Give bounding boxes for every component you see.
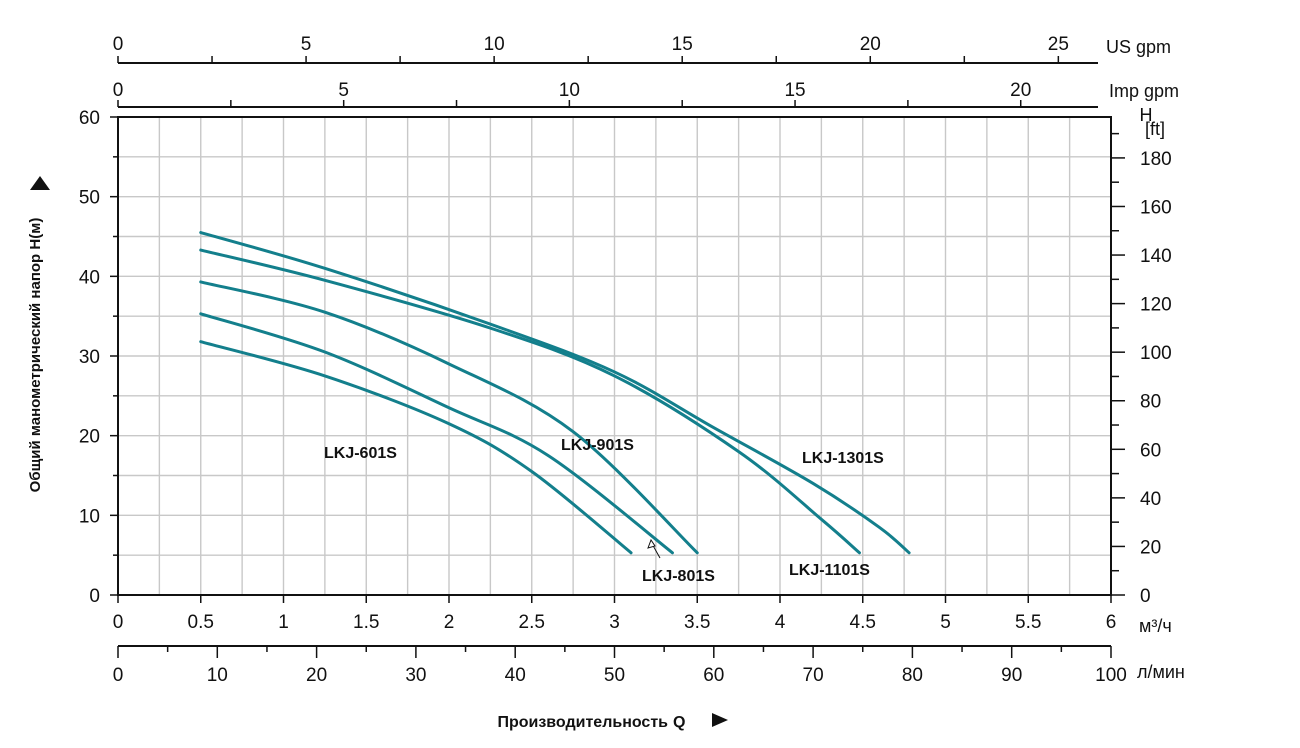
- y-m-tick-label: 10: [79, 506, 100, 527]
- x-m3h-tick-label: 4.5: [850, 612, 876, 633]
- y-m-tick-label: 50: [79, 188, 100, 209]
- y-ft-tick-label: 160: [1140, 197, 1172, 218]
- y-axis-arrow-icon: [30, 176, 50, 190]
- x-usgpm-tick-label: 15: [672, 34, 693, 55]
- curve-label-lkj-1101s: LKJ-1101S: [789, 562, 870, 579]
- m3h-unit: м³/ч: [1139, 616, 1172, 636]
- curves: [199, 231, 911, 555]
- x-usgpm-tick-label: 10: [484, 34, 505, 55]
- x-impgpm-tick-label: 15: [784, 80, 805, 101]
- grid: [118, 117, 1111, 595]
- y-ft-tick-label: 140: [1140, 246, 1172, 267]
- x-m3h-tick-label: 3: [609, 612, 620, 633]
- curve-label-lkj-601s: LKJ-601S: [324, 445, 397, 462]
- y-ft-tick-label: 40: [1140, 489, 1161, 510]
- ft-unit-ft: [ft]: [1145, 119, 1165, 139]
- y-ft-tick-label: 0: [1140, 586, 1151, 607]
- x-lmin-tick-label: 60: [703, 665, 724, 686]
- y-ft-tick-label: 180: [1140, 149, 1172, 170]
- x-m3h-tick-label: 5.5: [1015, 612, 1041, 633]
- curve-lkj-901s: [199, 280, 699, 555]
- y-axis-title: Общий манометрический напор H(м): [27, 218, 44, 493]
- us-gpm-unit: US gpm: [1106, 37, 1171, 57]
- y-ft-tick-label: 100: [1140, 343, 1172, 364]
- x-impgpm-tick-label: 20: [1010, 80, 1031, 101]
- x-m3h-tick-label: 3.5: [684, 612, 710, 633]
- x-m3h-tick-label: 0: [113, 612, 124, 633]
- x-usgpm-tick-label: 20: [860, 34, 881, 55]
- x-lmin-tick-label: 50: [604, 665, 625, 686]
- x-axis-title: Производительность: [497, 714, 668, 731]
- x-m3h-tick-label: 2.5: [519, 612, 545, 633]
- x-lmin-tick-label: 90: [1001, 665, 1022, 686]
- x-impgpm-tick-label: 5: [338, 80, 349, 101]
- x-m3h-tick-label: 1: [278, 612, 289, 633]
- x-m3h-tick-label: 1.5: [353, 612, 379, 633]
- x-axis-arrow-icon: [712, 713, 728, 727]
- y-axis-title-group: Общий манометрический напор H(м): [27, 218, 44, 493]
- y-ft-tick-label: 60: [1140, 440, 1161, 461]
- curve-lkj-1301s: [199, 231, 911, 555]
- curve-lkj-601s: [199, 340, 633, 555]
- x-lmin-tick-label: 10: [207, 665, 228, 686]
- x-impgpm-tick-label: 10: [559, 80, 580, 101]
- x-usgpm-tick-label: 0: [113, 34, 124, 55]
- x-axis-symbol: Q: [673, 714, 685, 731]
- x-m3h-tick-label: 0.5: [188, 612, 214, 633]
- curve-label-lkj-901s: LKJ-901S: [561, 437, 634, 454]
- curve-lkj-1101s: [199, 248, 861, 555]
- x-lmin-tick-label: 30: [405, 665, 426, 686]
- ft-unit-h: H: [1140, 105, 1153, 125]
- x-lmin-tick-label: 20: [306, 665, 327, 686]
- x-usgpm-tick-label: 25: [1048, 34, 1069, 55]
- y-m-tick-label: 0: [89, 586, 100, 607]
- x-m3h-tick-label: 4: [775, 612, 786, 633]
- x-m3h-tick-label: 2: [444, 612, 455, 633]
- x-lmin-tick-label: 100: [1095, 665, 1127, 686]
- x-lmin-tick-label: 40: [505, 665, 526, 686]
- ticks: 0 0.5 1 1.5 2 2.5 3 3.5 4 4.5 5 5.5 60 10 20 30 40 50 60 70…: [79, 34, 1172, 686]
- curve-label-lkj-801s: LKJ-801S: [642, 568, 715, 585]
- curve-label-lkj-1301s: LKJ-1301S: [802, 450, 884, 467]
- lmin-unit: л/мин: [1137, 662, 1185, 682]
- y-ft-tick-label: 80: [1140, 392, 1161, 413]
- x-lmin-tick-label: 0: [113, 665, 124, 686]
- y-ft-tick-label: 120: [1140, 295, 1172, 316]
- x-lmin-tick-label: 70: [803, 665, 824, 686]
- y-m-tick-label: 30: [79, 347, 100, 368]
- x-usgpm-tick-label: 5: [301, 34, 312, 55]
- lkj-801s-pointer-arrow-icon: [647, 538, 656, 549]
- y-ft-tick-label: 20: [1140, 537, 1161, 558]
- curve-lkj-801s: [199, 312, 674, 555]
- x-m3h-tick-label: 6: [1106, 612, 1117, 633]
- x-impgpm-tick-label: 0: [113, 80, 124, 101]
- imp-gpm-unit: Imp gpm: [1109, 81, 1179, 101]
- y-m-tick-label: 40: [79, 267, 100, 288]
- x-m3h-tick-label: 5: [940, 612, 951, 633]
- x-lmin-tick-label: 80: [902, 665, 923, 686]
- y-m-tick-label: 20: [79, 427, 100, 448]
- y-m-tick-label: 60: [79, 108, 100, 129]
